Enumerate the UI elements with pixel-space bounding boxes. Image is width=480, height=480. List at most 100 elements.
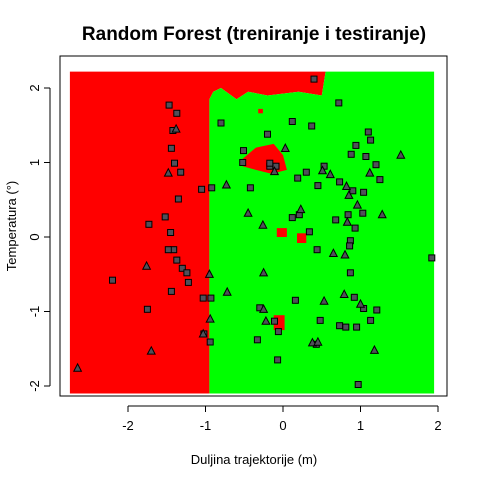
point-square-54 [288,214,296,222]
point-triangle-13 [342,216,352,226]
point-square-52 [359,209,367,217]
point-square-5 [171,159,178,167]
point-square-68 [316,316,324,324]
point-square-66 [271,317,278,325]
point-triangle-28 [198,328,208,338]
point-square-15 [164,246,172,254]
y-tick-label: 2 [27,84,42,91]
region-red-3 [276,228,287,237]
point-square-10 [217,119,225,127]
point-triangle-22 [258,304,269,313]
point-square-25 [206,338,214,346]
point-square-61 [346,269,354,277]
point-square-46 [349,187,357,195]
point-triangle-26 [339,289,349,298]
chart-title: Random Forest (treniranje i testiranje) [82,24,426,45]
x-axis-label: Duljina trajektorije (m) [191,452,317,467]
point-square-21 [199,294,207,302]
point-square-20 [167,287,175,295]
region-red-4 [297,233,307,243]
point-square-78 [240,147,247,155]
point-square-23 [143,305,151,313]
point-square-49 [372,161,380,169]
point-square-42 [239,159,247,166]
point-square-48 [376,176,384,184]
point-square-13 [167,229,175,236]
point-square-8 [198,185,206,193]
point-square-26 [109,276,116,284]
point-square-47 [360,188,368,196]
x-tick-label: -1 [200,418,212,433]
point-triangle-19 [204,269,215,278]
x-tick-label: -2 [122,418,134,433]
point-triangle-6 [341,181,352,190]
point-square-33 [352,141,360,149]
point-square-76 [274,356,282,364]
point-square-16 [173,256,181,264]
x-axis: -2 -1 0 1 2 [122,405,442,433]
point-triangle-11 [296,204,306,214]
point-square-1 [165,101,173,109]
point-square-35 [362,153,370,160]
point-triangle-23 [261,315,271,325]
point-square-22 [207,294,215,302]
y-tick-label: -1 [27,306,42,318]
point-square-69 [336,322,344,330]
point-square-7 [174,195,182,203]
point-square-51 [344,211,352,219]
point-triangle-3 [280,143,290,152]
point-triangle-2 [269,166,280,176]
point-triangle-9 [377,209,387,219]
point-square-62 [350,293,358,301]
point-square-64 [253,336,261,344]
point-square-74 [373,306,381,314]
point-triangle-17 [328,248,339,257]
point-triangle-1 [171,123,181,133]
point-square-18 [183,269,191,277]
point-triangle-21 [258,267,269,277]
point-square-77 [354,381,362,388]
point-triangle-31 [369,344,380,354]
y-axis-label: Temperatura (°) [4,181,19,271]
point-square-37 [302,168,310,176]
point-triangle-33 [72,362,83,372]
point-square-38 [294,174,302,182]
point-triangle-14 [221,179,232,189]
point-square-44 [314,182,322,190]
y-tick-label: -2 [27,380,42,392]
region-red-6 [258,108,263,114]
point-triangle-7 [365,167,375,177]
point-square-70 [342,323,350,331]
point-square-28 [288,118,296,125]
point-square-59 [346,242,354,250]
point-triangle-10 [344,190,354,199]
decision-regions [69,71,435,394]
point-square-72 [367,316,375,324]
point-triangle-34 [141,260,152,270]
point-square-71 [353,323,361,331]
point-square-27 [264,130,271,138]
point-square-11 [161,213,169,221]
point-square-31 [364,128,372,136]
point-square-0 [310,75,318,83]
point-triangle-5 [325,169,335,179]
point-square-63 [291,296,299,304]
point-square-45 [336,178,344,186]
point-square-32 [367,136,375,144]
point-square-4 [167,144,175,152]
point-triangle-4 [317,165,328,175]
point-square-58 [313,246,321,254]
point-square-6 [177,168,185,176]
point-triangle-0 [163,167,173,177]
point-triangle-15 [243,207,253,217]
x-tick-label: 1 [357,418,364,433]
point-square-60 [428,254,436,262]
point-square-30 [335,99,343,107]
point-square-67 [274,328,282,336]
point-triangle-16 [258,219,268,229]
point-triangle-27 [205,313,215,323]
point-triangle-32 [146,345,156,355]
point-triangle-18 [340,249,350,259]
x-tick-label: 2 [434,418,441,433]
point-square-9 [208,184,216,192]
